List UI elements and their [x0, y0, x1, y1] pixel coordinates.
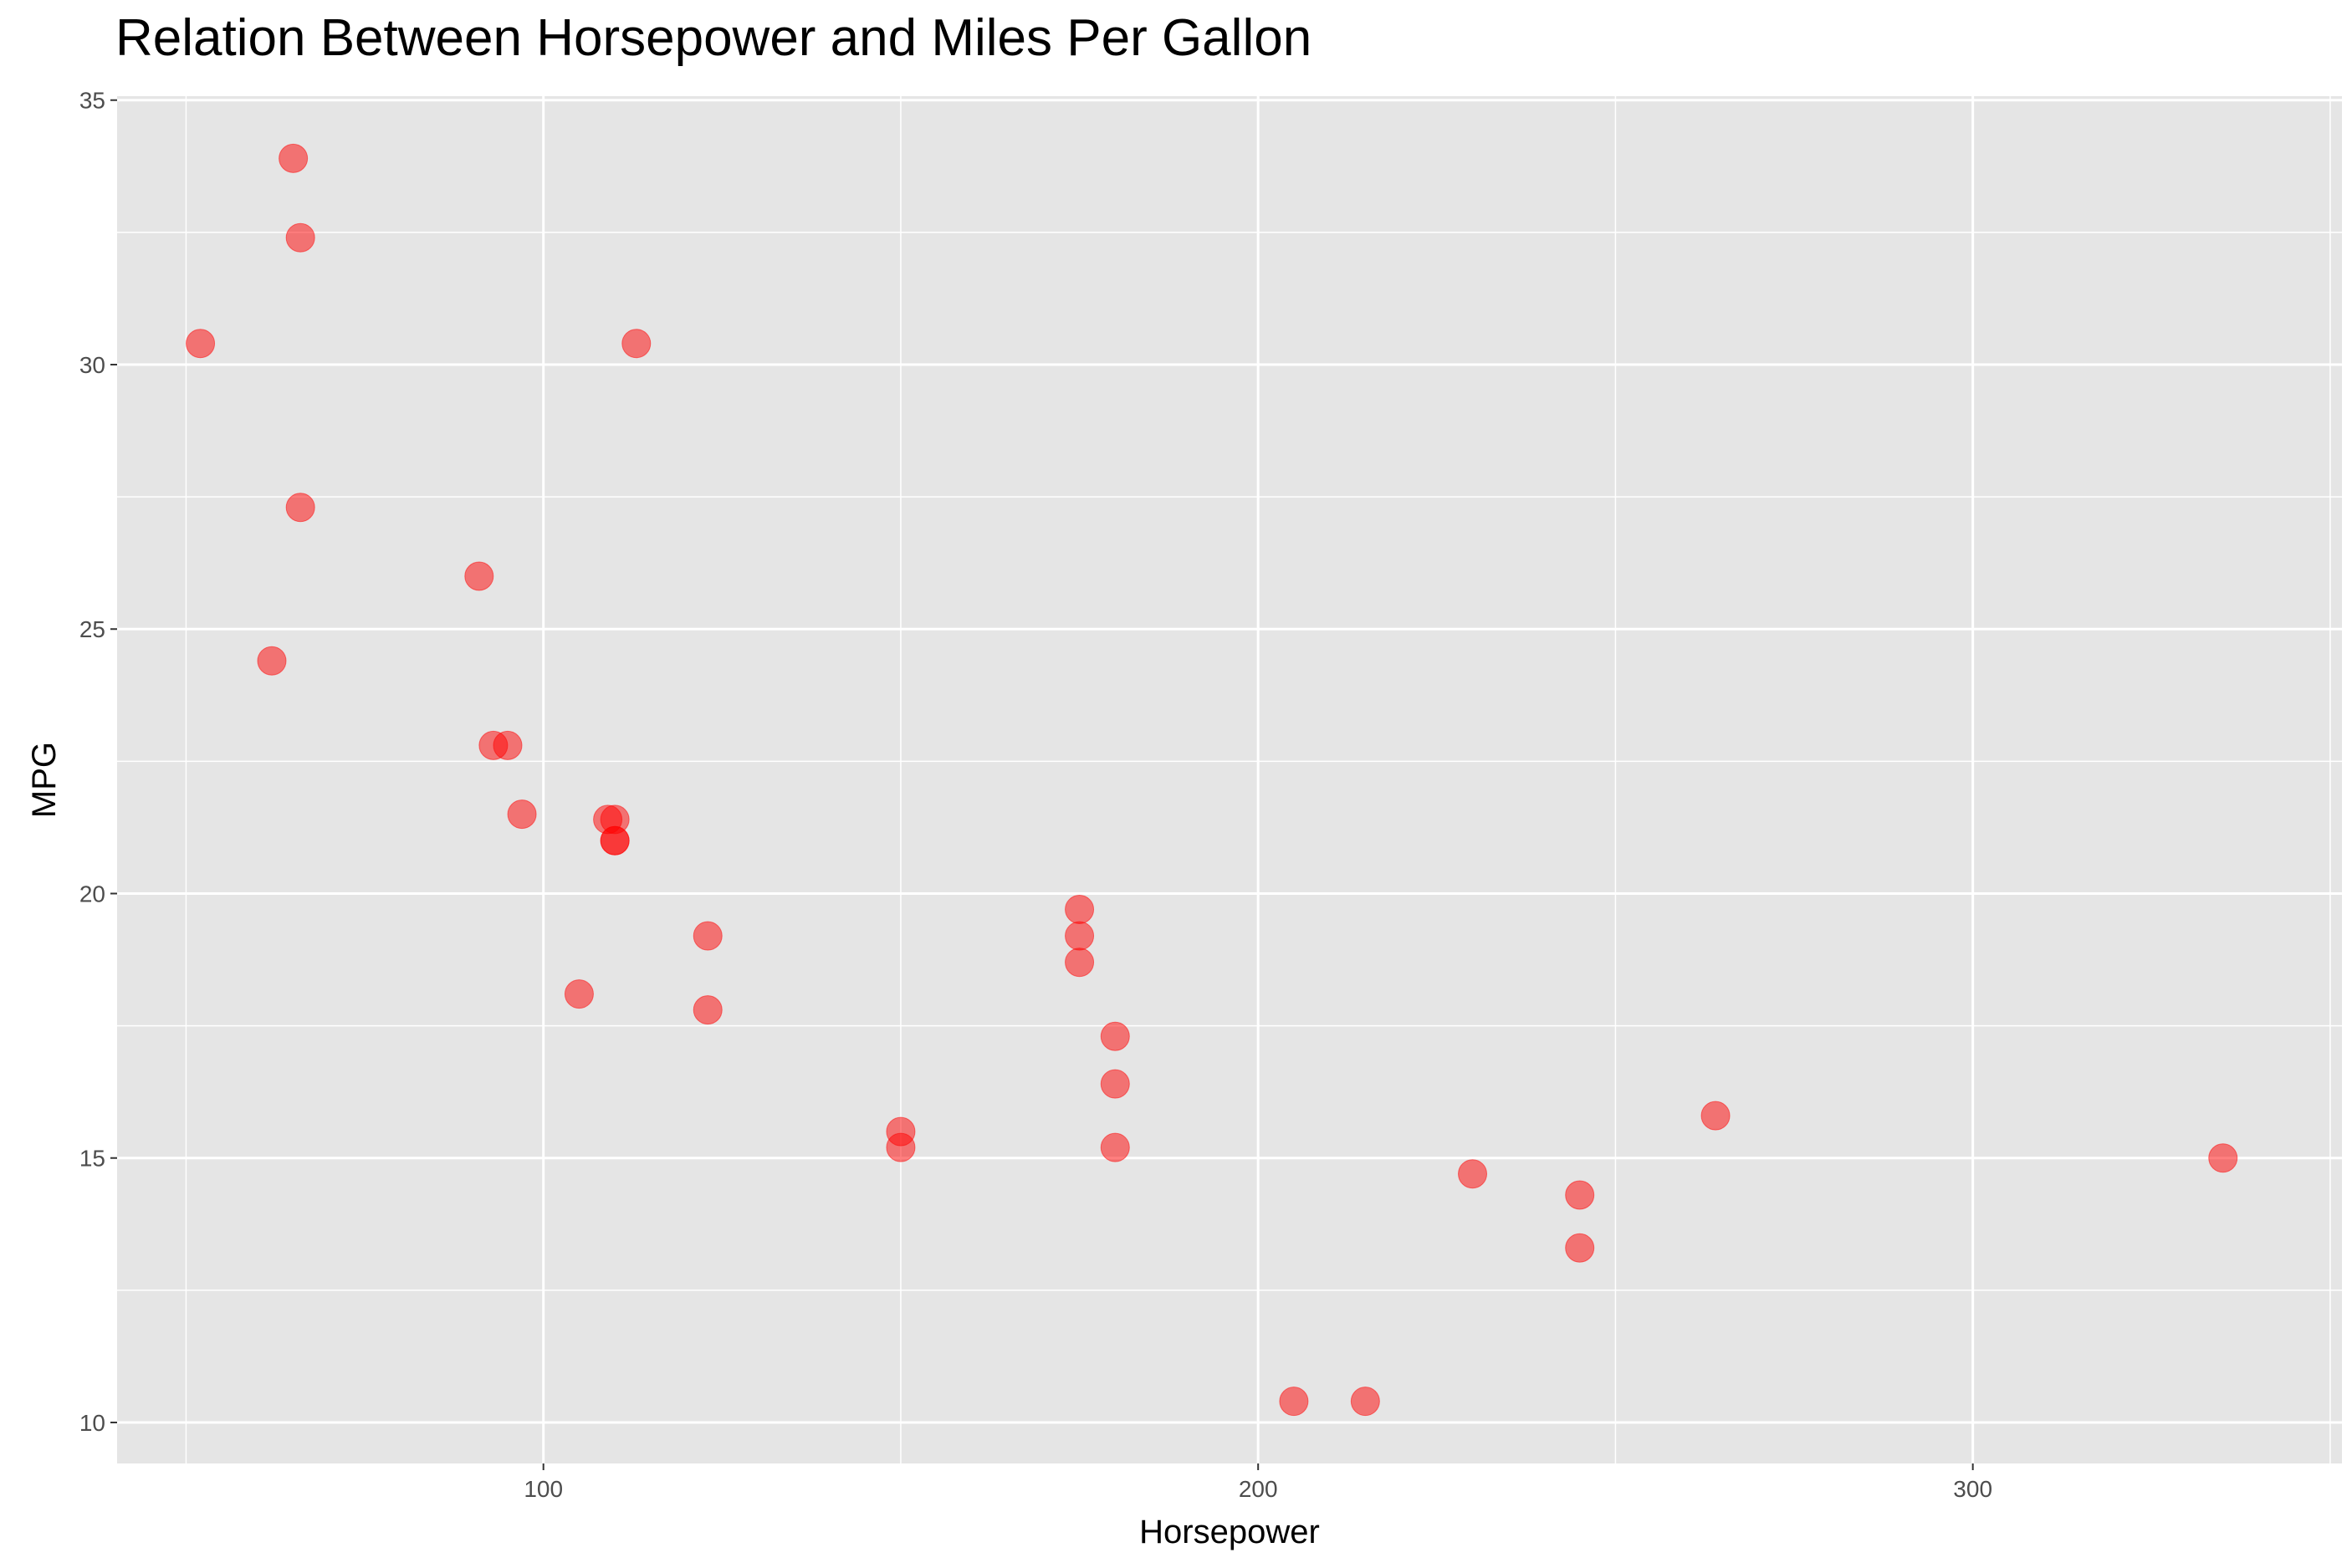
data-point [1100, 1069, 1130, 1099]
data-point [1065, 921, 1095, 951]
data-point [886, 1132, 916, 1162]
data-point [1279, 1387, 1309, 1417]
y-tick-label: 10 [79, 1410, 105, 1436]
y-tick-label: 20 [79, 881, 105, 907]
data-point [279, 143, 309, 173]
data-point [1100, 1132, 1130, 1162]
y-tick-label: 30 [79, 352, 105, 378]
data-point [693, 995, 723, 1025]
data-point [1100, 1021, 1130, 1051]
x-tick-label: 200 [1239, 1476, 1278, 1502]
y-tick-label: 35 [79, 88, 105, 114]
major-gridlines [117, 96, 2342, 1463]
data-point [1350, 1387, 1380, 1417]
data-point [285, 222, 315, 253]
data-point [593, 804, 623, 835]
x-tick-label: 300 [1953, 1476, 1992, 1502]
data-point [1458, 1159, 1488, 1189]
data-point [1065, 894, 1095, 924]
y-tick-label: 15 [79, 1146, 105, 1172]
plot-panel [117, 96, 2342, 1463]
data-point [2208, 1143, 2238, 1173]
data-point [693, 921, 723, 951]
x-axis-title: Horsepower [1139, 1514, 1320, 1550]
y-tick-label: 25 [79, 616, 105, 642]
data-point [507, 799, 537, 830]
y-axis-ticks: 10 15 20 25 30 35 [79, 88, 117, 1436]
data-point [621, 329, 652, 359]
minor-gridlines [117, 96, 2342, 1463]
data-point [186, 329, 216, 359]
data-point [1565, 1233, 1595, 1263]
data-point [464, 561, 494, 591]
chart-title: Relation Between Horsepower and Miles Pe… [115, 9, 1312, 67]
y-axis-title: MPG [26, 742, 63, 818]
data-points [186, 143, 2238, 1417]
x-tick-label: 100 [524, 1476, 563, 1502]
data-point [1700, 1101, 1731, 1131]
data-point [285, 493, 315, 523]
data-point [493, 730, 523, 760]
data-point [1065, 947, 1095, 978]
data-point [1565, 1180, 1595, 1210]
x-axis-ticks: 100 200 300 [524, 1463, 1992, 1502]
data-point [257, 646, 287, 676]
data-point [564, 979, 594, 1009]
